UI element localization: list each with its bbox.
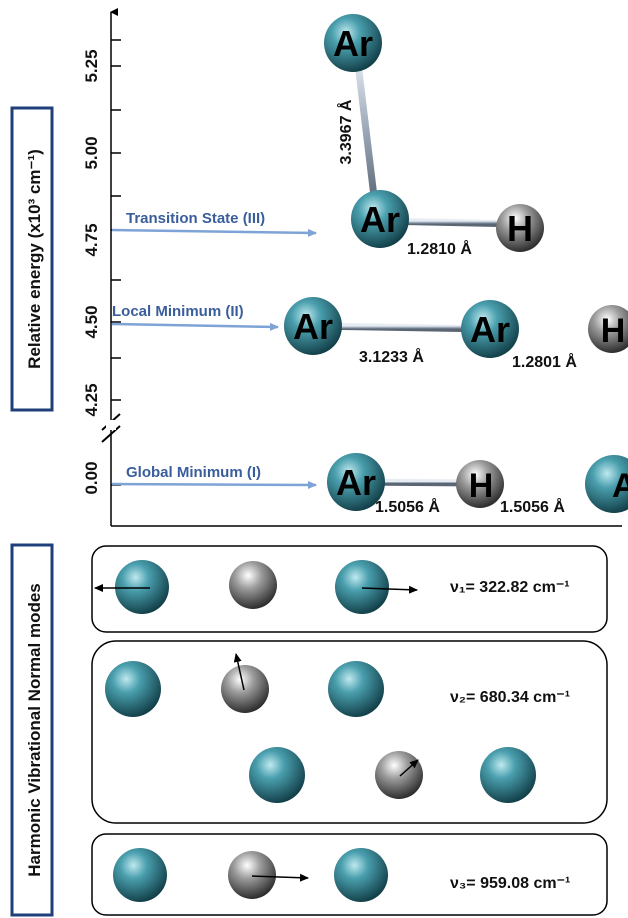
argon-atom	[327, 453, 385, 511]
argon-atom	[115, 560, 169, 614]
displacement-arrow	[361, 585, 418, 594]
tick-label-5-25: 5.25	[82, 49, 101, 82]
tick-label-4-25: 4.25	[82, 383, 101, 416]
displacement-arrow	[399, 759, 419, 777]
argon-atom	[335, 560, 389, 614]
argon-atom	[334, 848, 388, 902]
modes-side-label: Harmonic Vibrational Normal modes	[25, 583, 44, 876]
atom-label: Ar	[612, 467, 628, 505]
displacement-arrow	[233, 653, 245, 691]
atom-label: H	[507, 208, 533, 249]
distance-label: 1.5056 Å	[500, 497, 565, 516]
argon-atom	[105, 661, 161, 717]
bond-ar-ar	[353, 54, 379, 206]
hydrogen-atom	[221, 665, 269, 713]
atom-label: Ar	[333, 23, 373, 64]
argon-atom	[461, 300, 519, 358]
hydrogen-atom	[496, 204, 544, 252]
hydrogen-atom	[228, 851, 276, 899]
atom-label: H	[469, 467, 494, 505]
global-minimum-arrow	[111, 480, 317, 489]
mode-2-panel: ν₂= 680.34 cm⁻¹	[91, 640, 608, 824]
local-minimum-label: Local Minimum (II)	[112, 303, 244, 320]
displacement-arrow	[251, 873, 309, 882]
argon-atom	[351, 190, 409, 248]
bond-ar-ar	[312, 322, 491, 333]
transition-state-arrow	[111, 228, 317, 237]
argon-atom	[585, 455, 628, 513]
mode-1-frequency: ν₁= 322.82 cm⁻¹	[450, 579, 570, 596]
atom-label: Ar	[360, 199, 400, 240]
hydrogen-atom	[456, 460, 504, 508]
argon-atom	[324, 14, 382, 72]
local-minimum-molecule: Ar Ar H 3.1233 Å 1.2801 Å	[284, 297, 628, 371]
argon-atom	[113, 848, 167, 902]
argon-atom	[480, 747, 536, 803]
hydrogen-atom	[375, 751, 423, 799]
axis-break-gap	[106, 420, 116, 430]
distance-label: 3.3967 Å	[336, 99, 355, 164]
argon-atom	[249, 747, 305, 803]
transition-state-molecule: Ar Ar H 3.3967 Å 1.2810 Å	[324, 14, 544, 258]
tick-label-0-00: 0.00	[82, 461, 101, 494]
transition-state-label: Transition State (III)	[126, 210, 265, 227]
y-axis-label-box	[10, 106, 54, 412]
hydrogen-atom	[229, 561, 277, 609]
mode-3-panel: ν₃= 959.08 cm⁻¹	[91, 833, 608, 916]
distance-label: 3.1233 Å	[359, 347, 424, 366]
local-minimum-arrow	[111, 322, 279, 331]
argon-atom	[328, 661, 384, 717]
argon-atom	[284, 297, 342, 355]
mode-1-panel: ν₁= 322.82 cm⁻¹	[91, 545, 608, 633]
hydrogen-atom	[588, 305, 628, 353]
atom-label: H	[601, 312, 626, 350]
mode-2-frequency: ν₂= 680.34 cm⁻¹	[450, 689, 570, 706]
tick-label-5-00: 5.00	[82, 136, 101, 169]
atom-label: Ar	[336, 462, 376, 503]
distance-label: 1.2810 Å	[407, 239, 472, 258]
distance-label: 1.2801 Å	[512, 352, 577, 371]
distance-label: 1.5056 Å	[375, 497, 440, 516]
tick-label-4-75: 4.75	[82, 223, 101, 256]
mode-3-frequency: ν₃= 959.08 cm⁻¹	[450, 875, 570, 892]
tick-label-4-50: 4.50	[82, 305, 101, 338]
global-minimum-molecule: Ar H Ar 1.5056 Å 1.5056 Å	[327, 453, 628, 516]
modes-label-box	[10, 543, 54, 917]
atom-label: Ar	[470, 309, 510, 350]
global-minimum-label: Global Minimum (I)	[126, 464, 261, 481]
atom-label: Ar	[293, 306, 333, 347]
y-axis-label: Relative energy (x10³ cm⁻¹)	[25, 149, 44, 369]
